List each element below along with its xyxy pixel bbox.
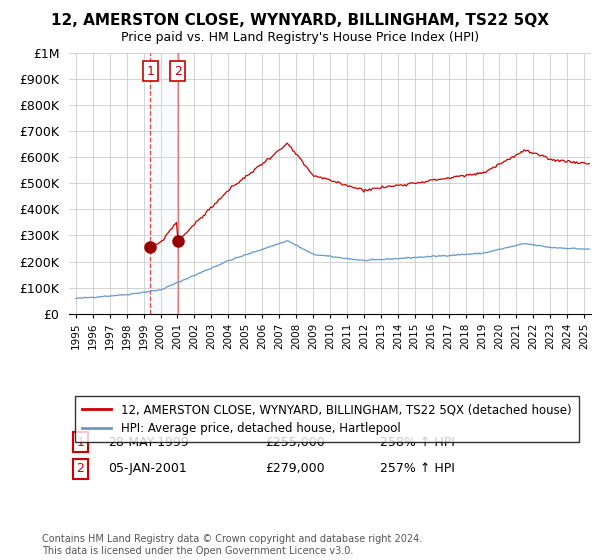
Bar <box>151 53 178 314</box>
Text: 1: 1 <box>77 436 85 449</box>
Text: 28-MAY-1999: 28-MAY-1999 <box>108 436 189 449</box>
Text: Contains HM Land Registry data © Crown copyright and database right 2024.
This d: Contains HM Land Registry data © Crown c… <box>42 534 422 556</box>
Legend: 12, AMERSTON CLOSE, WYNYARD, BILLINGHAM, TS22 5QX (detached house), HPI: Average: 12, AMERSTON CLOSE, WYNYARD, BILLINGHAM,… <box>75 396 578 442</box>
Text: £255,000: £255,000 <box>265 436 325 449</box>
Text: 258% ↑ HPI: 258% ↑ HPI <box>380 436 454 449</box>
Text: 2: 2 <box>77 462 85 475</box>
Text: £279,000: £279,000 <box>265 462 325 475</box>
Text: 2: 2 <box>174 65 182 78</box>
Text: Price paid vs. HM Land Registry's House Price Index (HPI): Price paid vs. HM Land Registry's House … <box>121 31 479 44</box>
Text: 12, AMERSTON CLOSE, WYNYARD, BILLINGHAM, TS22 5QX: 12, AMERSTON CLOSE, WYNYARD, BILLINGHAM,… <box>51 13 549 28</box>
Text: 1: 1 <box>146 65 154 78</box>
Text: 257% ↑ HPI: 257% ↑ HPI <box>380 462 454 475</box>
Text: 05-JAN-2001: 05-JAN-2001 <box>108 462 187 475</box>
